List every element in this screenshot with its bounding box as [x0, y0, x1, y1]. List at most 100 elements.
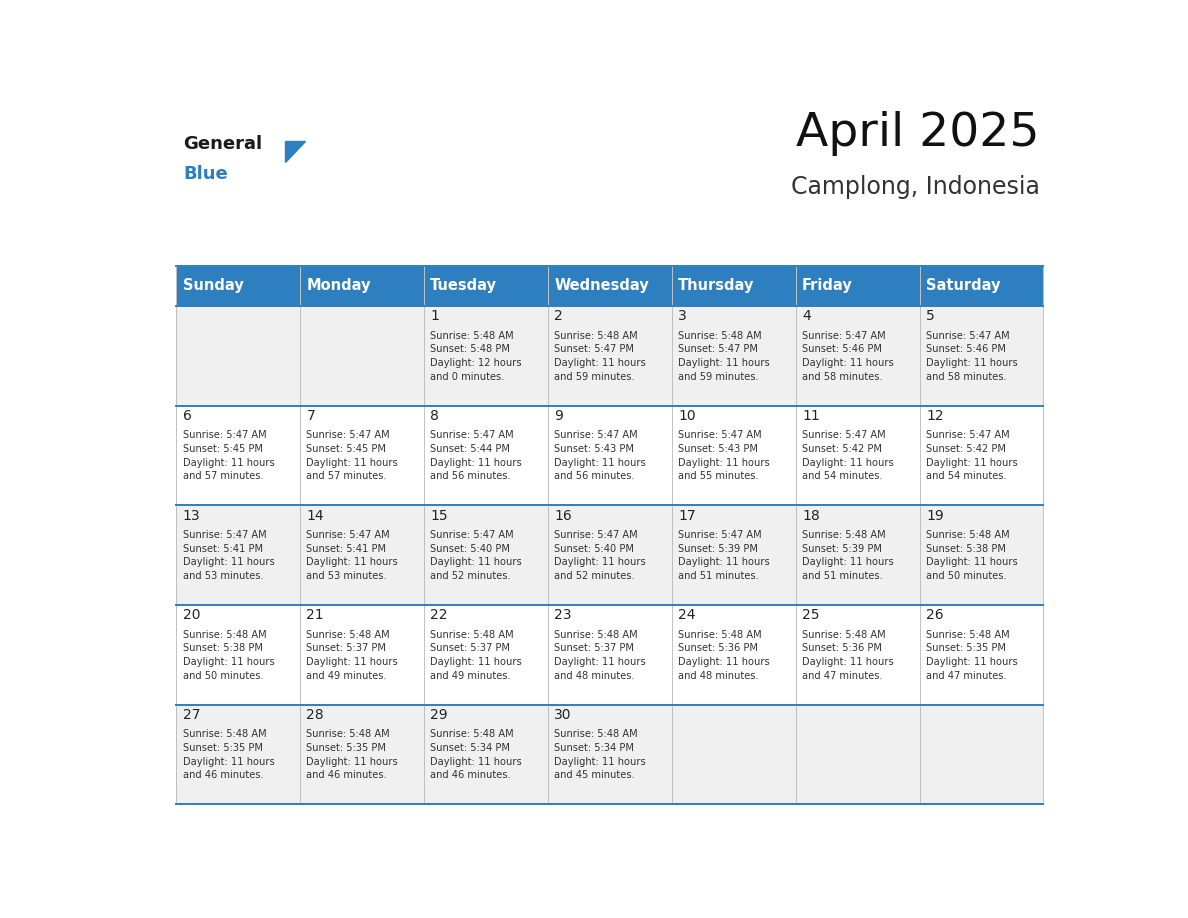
Bar — [301, 406, 424, 505]
Text: 3: 3 — [678, 309, 687, 323]
Text: Sunrise: 5:48 AM
Sunset: 5:34 PM
Daylight: 11 hours
and 45 minutes.: Sunrise: 5:48 AM Sunset: 5:34 PM Dayligh… — [555, 730, 646, 780]
Text: Sunrise: 5:47 AM
Sunset: 5:44 PM
Daylight: 11 hours
and 56 minutes.: Sunrise: 5:47 AM Sunset: 5:44 PM Dayligh… — [430, 431, 522, 481]
Text: 17: 17 — [678, 509, 696, 523]
Bar — [548, 306, 671, 406]
Bar — [920, 306, 1043, 406]
Text: 19: 19 — [925, 509, 943, 523]
Text: Tuesday: Tuesday — [430, 278, 498, 294]
Bar — [671, 605, 796, 705]
Text: Camplong, Indonesia: Camplong, Indonesia — [791, 174, 1040, 198]
Bar — [301, 705, 424, 804]
Text: 22: 22 — [430, 609, 448, 622]
Text: Sunrise: 5:48 AM
Sunset: 5:37 PM
Daylight: 11 hours
and 49 minutes.: Sunrise: 5:48 AM Sunset: 5:37 PM Dayligh… — [307, 630, 398, 680]
Text: Sunrise: 5:48 AM
Sunset: 5:37 PM
Daylight: 11 hours
and 49 minutes.: Sunrise: 5:48 AM Sunset: 5:37 PM Dayligh… — [430, 630, 522, 680]
Bar — [176, 505, 301, 605]
Bar — [176, 306, 301, 406]
Text: Sunrise: 5:47 AM
Sunset: 5:43 PM
Daylight: 11 hours
and 56 minutes.: Sunrise: 5:47 AM Sunset: 5:43 PM Dayligh… — [555, 431, 646, 481]
Text: 25: 25 — [802, 609, 820, 622]
Bar — [301, 265, 424, 306]
Text: Wednesday: Wednesday — [555, 278, 649, 294]
Text: 10: 10 — [678, 409, 696, 423]
Text: 27: 27 — [183, 708, 200, 722]
Bar — [176, 705, 301, 804]
Bar — [920, 505, 1043, 605]
Text: Sunrise: 5:48 AM
Sunset: 5:48 PM
Daylight: 12 hours
and 0 minutes.: Sunrise: 5:48 AM Sunset: 5:48 PM Dayligh… — [430, 330, 522, 382]
Bar — [671, 306, 796, 406]
Text: 13: 13 — [183, 509, 201, 523]
Text: Sunrise: 5:47 AM
Sunset: 5:46 PM
Daylight: 11 hours
and 58 minutes.: Sunrise: 5:47 AM Sunset: 5:46 PM Dayligh… — [925, 330, 1018, 382]
Bar — [796, 705, 920, 804]
Text: 12: 12 — [925, 409, 943, 423]
Bar — [548, 265, 671, 306]
Text: 20: 20 — [183, 609, 200, 622]
Text: Monday: Monday — [307, 278, 371, 294]
Text: Sunrise: 5:48 AM
Sunset: 5:38 PM
Daylight: 11 hours
and 50 minutes.: Sunrise: 5:48 AM Sunset: 5:38 PM Dayligh… — [925, 530, 1018, 581]
Text: 6: 6 — [183, 409, 191, 423]
Text: Sunrise: 5:47 AM
Sunset: 5:43 PM
Daylight: 11 hours
and 55 minutes.: Sunrise: 5:47 AM Sunset: 5:43 PM Dayligh… — [678, 431, 770, 481]
Text: General: General — [183, 135, 263, 152]
Bar — [671, 265, 796, 306]
Text: Sunrise: 5:47 AM
Sunset: 5:39 PM
Daylight: 11 hours
and 51 minutes.: Sunrise: 5:47 AM Sunset: 5:39 PM Dayligh… — [678, 530, 770, 581]
Text: Sunrise: 5:48 AM
Sunset: 5:38 PM
Daylight: 11 hours
and 50 minutes.: Sunrise: 5:48 AM Sunset: 5:38 PM Dayligh… — [183, 630, 274, 680]
Bar — [671, 406, 796, 505]
Text: Sunrise: 5:47 AM
Sunset: 5:40 PM
Daylight: 11 hours
and 52 minutes.: Sunrise: 5:47 AM Sunset: 5:40 PM Dayligh… — [430, 530, 522, 581]
Text: 30: 30 — [555, 708, 571, 722]
Bar — [671, 505, 796, 605]
Bar — [301, 306, 424, 406]
Polygon shape — [285, 141, 305, 162]
Text: 26: 26 — [925, 609, 943, 622]
Text: Sunrise: 5:48 AM
Sunset: 5:35 PM
Daylight: 11 hours
and 46 minutes.: Sunrise: 5:48 AM Sunset: 5:35 PM Dayligh… — [307, 730, 398, 780]
Bar — [548, 505, 671, 605]
Text: 2: 2 — [555, 309, 563, 323]
Text: Saturday: Saturday — [925, 278, 1000, 294]
Text: 18: 18 — [802, 509, 820, 523]
Bar — [796, 505, 920, 605]
Bar — [796, 605, 920, 705]
Bar — [176, 605, 301, 705]
Text: Sunrise: 5:47 AM
Sunset: 5:40 PM
Daylight: 11 hours
and 52 minutes.: Sunrise: 5:47 AM Sunset: 5:40 PM Dayligh… — [555, 530, 646, 581]
Text: 23: 23 — [555, 609, 571, 622]
Text: Sunrise: 5:48 AM
Sunset: 5:35 PM
Daylight: 11 hours
and 47 minutes.: Sunrise: 5:48 AM Sunset: 5:35 PM Dayligh… — [925, 630, 1018, 680]
Text: 28: 28 — [307, 708, 324, 722]
Text: Sunrise: 5:48 AM
Sunset: 5:34 PM
Daylight: 11 hours
and 46 minutes.: Sunrise: 5:48 AM Sunset: 5:34 PM Dayligh… — [430, 730, 522, 780]
Bar — [796, 406, 920, 505]
Text: Sunrise: 5:48 AM
Sunset: 5:47 PM
Daylight: 11 hours
and 59 minutes.: Sunrise: 5:48 AM Sunset: 5:47 PM Dayligh… — [555, 330, 646, 382]
Text: April 2025: April 2025 — [796, 111, 1040, 156]
Text: 9: 9 — [555, 409, 563, 423]
Bar — [548, 406, 671, 505]
Bar — [920, 406, 1043, 505]
Bar — [548, 705, 671, 804]
Text: Blue: Blue — [183, 165, 228, 183]
Text: 29: 29 — [430, 708, 448, 722]
Text: Sunrise: 5:47 AM
Sunset: 5:42 PM
Daylight: 11 hours
and 54 minutes.: Sunrise: 5:47 AM Sunset: 5:42 PM Dayligh… — [802, 431, 893, 481]
Text: Sunrise: 5:48 AM
Sunset: 5:36 PM
Daylight: 11 hours
and 47 minutes.: Sunrise: 5:48 AM Sunset: 5:36 PM Dayligh… — [802, 630, 893, 680]
Text: 21: 21 — [307, 609, 324, 622]
Text: Sunrise: 5:48 AM
Sunset: 5:37 PM
Daylight: 11 hours
and 48 minutes.: Sunrise: 5:48 AM Sunset: 5:37 PM Dayligh… — [555, 630, 646, 680]
Text: Sunrise: 5:48 AM
Sunset: 5:47 PM
Daylight: 11 hours
and 59 minutes.: Sunrise: 5:48 AM Sunset: 5:47 PM Dayligh… — [678, 330, 770, 382]
Bar — [796, 265, 920, 306]
Bar — [671, 705, 796, 804]
Text: Sunday: Sunday — [183, 278, 244, 294]
Bar — [424, 505, 548, 605]
Text: 11: 11 — [802, 409, 820, 423]
Text: 16: 16 — [555, 509, 571, 523]
Bar — [176, 406, 301, 505]
Text: Sunrise: 5:48 AM
Sunset: 5:35 PM
Daylight: 11 hours
and 46 minutes.: Sunrise: 5:48 AM Sunset: 5:35 PM Dayligh… — [183, 730, 274, 780]
Text: Sunrise: 5:47 AM
Sunset: 5:46 PM
Daylight: 11 hours
and 58 minutes.: Sunrise: 5:47 AM Sunset: 5:46 PM Dayligh… — [802, 330, 893, 382]
Bar — [424, 705, 548, 804]
Text: Sunrise: 5:48 AM
Sunset: 5:36 PM
Daylight: 11 hours
and 48 minutes.: Sunrise: 5:48 AM Sunset: 5:36 PM Dayligh… — [678, 630, 770, 680]
Text: Sunrise: 5:48 AM
Sunset: 5:39 PM
Daylight: 11 hours
and 51 minutes.: Sunrise: 5:48 AM Sunset: 5:39 PM Dayligh… — [802, 530, 893, 581]
Text: 5: 5 — [925, 309, 935, 323]
Text: Sunrise: 5:47 AM
Sunset: 5:41 PM
Daylight: 11 hours
and 53 minutes.: Sunrise: 5:47 AM Sunset: 5:41 PM Dayligh… — [183, 530, 274, 581]
Bar — [920, 605, 1043, 705]
Text: Thursday: Thursday — [678, 278, 754, 294]
Bar — [424, 406, 548, 505]
Text: 7: 7 — [307, 409, 315, 423]
Bar — [424, 306, 548, 406]
Text: 24: 24 — [678, 609, 696, 622]
Bar — [796, 306, 920, 406]
Bar — [920, 265, 1043, 306]
Bar — [920, 705, 1043, 804]
Bar — [424, 265, 548, 306]
Text: Sunrise: 5:47 AM
Sunset: 5:42 PM
Daylight: 11 hours
and 54 minutes.: Sunrise: 5:47 AM Sunset: 5:42 PM Dayligh… — [925, 431, 1018, 481]
